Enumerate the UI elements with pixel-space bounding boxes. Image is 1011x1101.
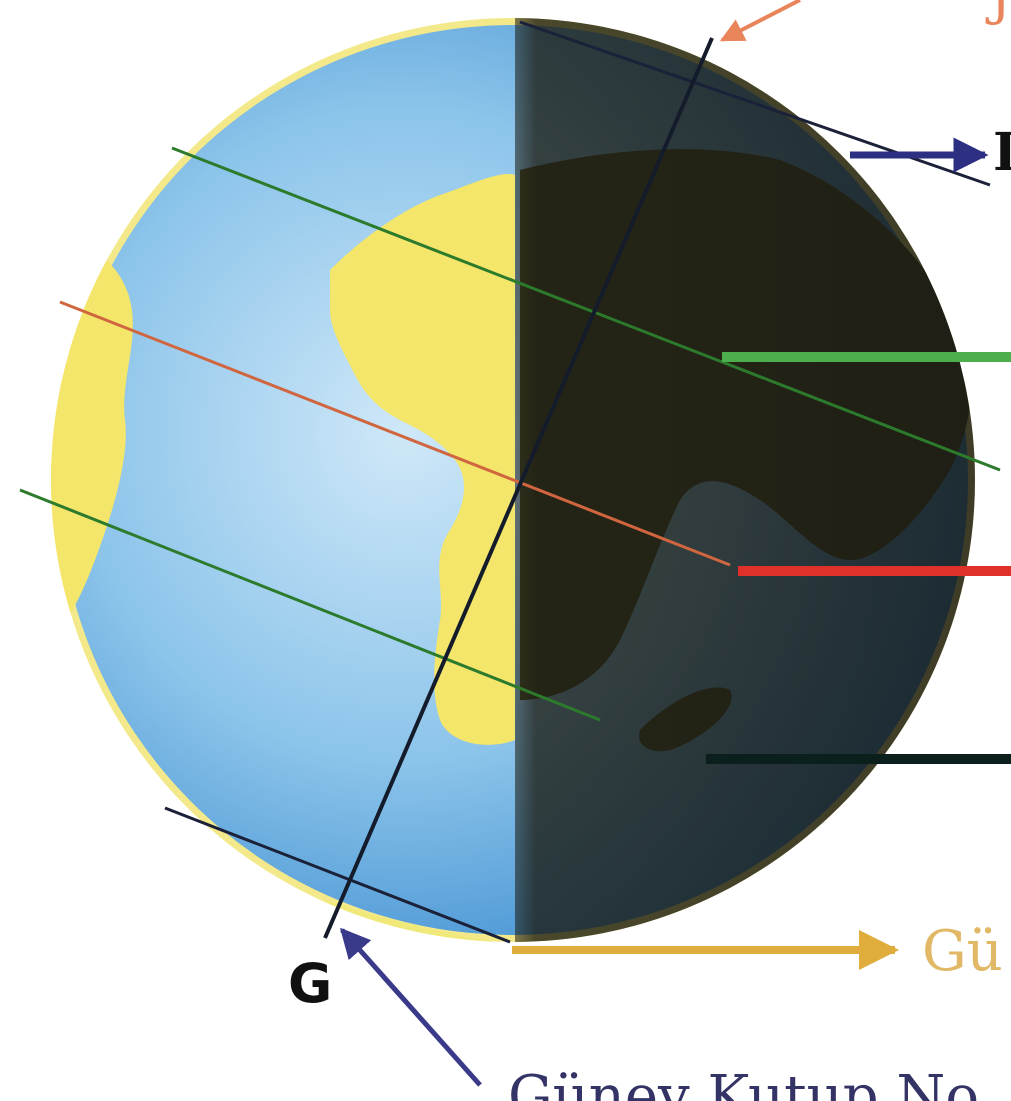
antarctic-circle <box>164 806 511 944</box>
partial-right-upper-label: I <box>993 122 1011 183</box>
partial-top-right-label: J <box>985 0 1011 27</box>
pointers <box>340 0 1011 1087</box>
south-pole-letter: G <box>288 952 332 1015</box>
tropic-of-cancer <box>171 146 1001 472</box>
partial-bottom-label: Güney Kutup No <box>508 1064 979 1101</box>
south-pole-arrow <box>340 927 482 1087</box>
partial-bottom-right-label: Gü <box>922 919 1003 984</box>
night-shade <box>515 18 975 942</box>
axis-line <box>323 37 714 939</box>
labels: G J I Gü Güney Kutup No <box>288 0 1011 1101</box>
south-america-land <box>51 243 133 640</box>
equator <box>59 300 731 567</box>
tropic-of-capricorn <box>19 488 601 722</box>
north-pole-arrow <box>719 0 801 42</box>
